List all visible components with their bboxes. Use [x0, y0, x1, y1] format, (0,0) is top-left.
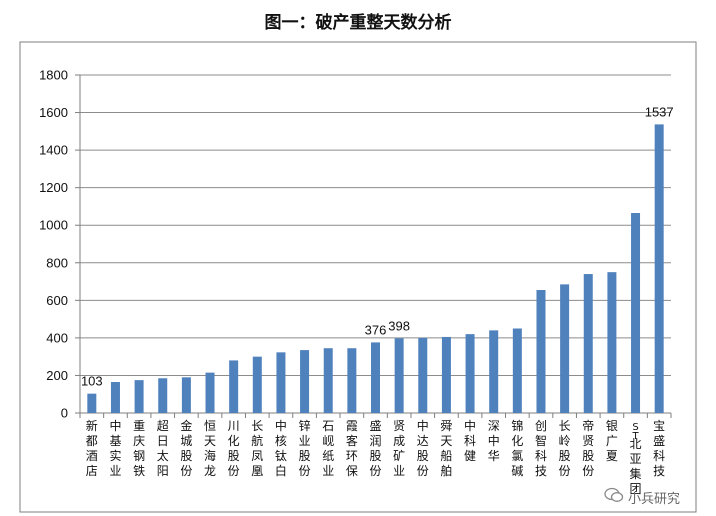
- bar: [631, 213, 641, 413]
- bar: [371, 342, 380, 413]
- bar: [134, 380, 144, 413]
- bar: [489, 330, 499, 413]
- x-tick-label: 恒天海龙: [204, 419, 216, 478]
- bars: [87, 124, 664, 413]
- y-tick-label: 600: [46, 293, 68, 308]
- chart-title: 图一：破产重整天数分析: [264, 13, 452, 33]
- y-tick-labels: 0 200 400 600 800 1000 1200 1400 1600 1800: [39, 68, 68, 421]
- x-tick-label: S T 北亚集团: [630, 422, 642, 496]
- bar: [583, 274, 593, 413]
- bar: [560, 284, 570, 413]
- x-tick-label: 新都酒店: [86, 418, 98, 478]
- x-tick-label: 重庆钢铁: [133, 419, 145, 478]
- x-tick-label: 贤成矿业: [393, 419, 405, 478]
- data-label: 376: [365, 322, 387, 337]
- x-tick-label: 川化股份: [228, 419, 240, 478]
- x-tick-label: 中核钛白: [275, 418, 287, 478]
- x-tick-label: 长航凤凰: [251, 419, 263, 478]
- bar: [418, 337, 428, 413]
- x-tick-label: 金城股份: [180, 418, 192, 478]
- x-tick-label: 中科健: [464, 418, 476, 463]
- y-tick-label: 1400: [39, 143, 68, 158]
- data-label: 103: [81, 374, 103, 389]
- bar: [181, 377, 191, 413]
- bar: [300, 350, 310, 413]
- bar: [347, 348, 357, 413]
- x-tick-label: 深中华: [488, 419, 500, 463]
- gridlines: [80, 74, 671, 376]
- bar: [87, 393, 97, 413]
- bar: [110, 382, 120, 413]
- x-tick-label: 霞客环保: [346, 419, 358, 478]
- x-tick-label: 宝盛科技: [653, 419, 665, 478]
- bar: [465, 334, 475, 413]
- y-tick-label: 800: [46, 255, 68, 270]
- x-tick-label: 帝贤股份: [582, 418, 594, 478]
- wechat-icon: [604, 487, 624, 502]
- bar: [229, 360, 239, 413]
- bar: [252, 356, 262, 413]
- bar: [276, 352, 286, 413]
- x-tick-label: 银广夏: [606, 419, 618, 463]
- chart-border: [19, 41, 697, 513]
- x-tick-label: 石岘纸业: [322, 419, 334, 478]
- bar: [158, 378, 168, 413]
- bar: [205, 372, 215, 413]
- data-label: 1537: [645, 104, 674, 119]
- bar: [394, 338, 404, 413]
- x-tick-label: 舜天船舶: [440, 418, 452, 478]
- y-tick-label: 1000: [39, 218, 68, 233]
- y-tick-label: 0: [61, 406, 68, 421]
- bar: [536, 290, 546, 413]
- data-label: 398: [388, 318, 410, 333]
- y-tick-label: 200: [46, 368, 68, 383]
- x-tick-label: 盛润股份: [369, 418, 381, 478]
- x-tick-label: 锌业股份: [299, 419, 311, 478]
- x-tick-label: 长岭股份: [559, 419, 571, 478]
- bar: [607, 272, 617, 413]
- y-tick-label: 1800: [39, 68, 68, 83]
- x-tick-label: 锦化氯碱: [511, 419, 523, 478]
- bar: [512, 328, 522, 413]
- y-tick-label: 400: [46, 330, 68, 345]
- x-tick-label: 中基实业: [109, 418, 121, 478]
- bar: [323, 348, 333, 413]
- bar: [654, 124, 664, 413]
- data-labels: 103 376 398 1537: [81, 104, 674, 388]
- x-tick-label: 创智科技: [535, 419, 547, 478]
- y-tick-label: 1600: [39, 105, 68, 120]
- bar: [441, 336, 451, 413]
- watermark-text: 小兵研究: [628, 492, 681, 507]
- x-tick-label: 中达股份: [417, 418, 429, 478]
- y-tick-label: 1200: [39, 180, 68, 195]
- x-tick-labels: 新都酒店中基实业重庆钢铁超日太阳金城股份恒天海龙川化股份长航凤凰中核钛白锌业股份…: [86, 418, 665, 496]
- x-tick-label: 超日太阳: [157, 418, 169, 478]
